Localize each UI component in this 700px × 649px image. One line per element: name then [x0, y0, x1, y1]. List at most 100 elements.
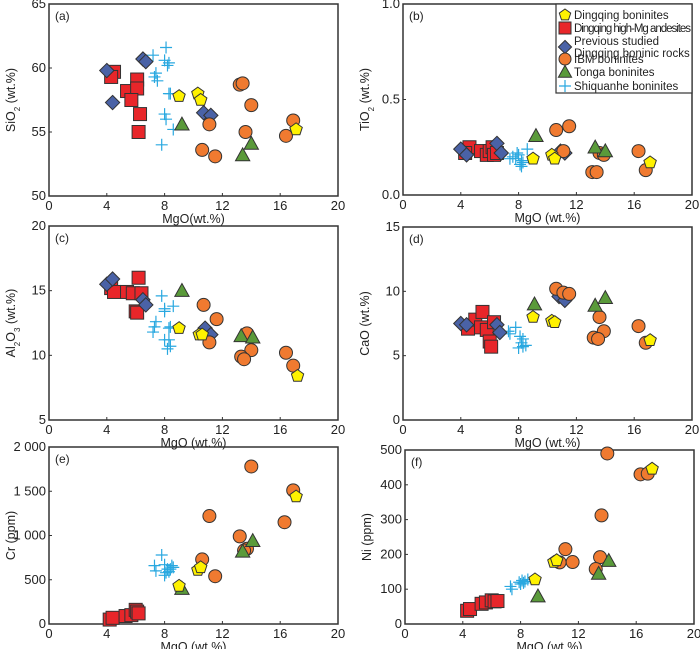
data-point-pentagon: [526, 151, 540, 165]
data-point-circle: [558, 542, 573, 557]
data-point-plus: [161, 59, 174, 72]
x-axis-label: MgO (wt.%): [161, 640, 227, 649]
data-point-plus: [155, 289, 168, 302]
data-point-plus: [158, 108, 171, 121]
x-tick-label: 16: [273, 626, 287, 641]
y-tick-label: 55: [32, 124, 46, 139]
data-point-plus: [149, 564, 162, 577]
data-point-plus: [164, 340, 177, 353]
data-point-triangle: [600, 552, 617, 567]
series-shiquanhe-boninites: [503, 143, 534, 173]
x-axis-label: MgO (wt.%): [515, 436, 581, 450]
y-axis-label: TiO2 (wt.%): [358, 68, 376, 131]
x-tick-label: 16: [627, 422, 641, 437]
y-tick-label: 15: [32, 283, 46, 298]
x-tick-label: 12: [215, 198, 229, 213]
series-dingqing-boninites: [172, 489, 303, 592]
data-point-plus: [516, 574, 529, 587]
data-point-diamond: [491, 324, 508, 341]
plot-frame: [48, 3, 339, 197]
x-tick-label: 0: [45, 626, 52, 641]
x-tick-label: 12: [569, 197, 583, 212]
x-tick-label: 12: [215, 422, 229, 437]
series-tonga-boninites: [173, 116, 260, 162]
data-point-plus: [148, 559, 161, 572]
data-point-plus: [515, 160, 528, 173]
data-point-pentagon: [643, 333, 657, 346]
series-tonga-boninites: [173, 532, 261, 595]
data-point-plus: [164, 563, 177, 576]
data-point-plus: [147, 49, 160, 62]
square-icon: [558, 21, 572, 35]
y-tick-label: 500: [24, 572, 46, 587]
data-point-square: [124, 93, 139, 107]
data-point-plus: [148, 320, 161, 333]
x-tick-label: 8: [161, 198, 168, 213]
legend-label: Previous studied: [574, 36, 659, 48]
series-dingqing-boninites: [528, 461, 659, 586]
data-point-plus: [160, 41, 173, 54]
data-point-triangle: [529, 587, 546, 603]
y-tick-label: 20: [32, 218, 46, 233]
data-point-square: [133, 107, 148, 122]
data-point-circle: [592, 310, 607, 325]
legend-label-line2: Dingqing boninic rocks: [574, 48, 690, 60]
panel-tag: (b): [409, 9, 424, 23]
data-point-circle: [549, 123, 564, 138]
legend-label: Shiquanhe boninites: [574, 81, 678, 93]
data-point-circle: [591, 331, 606, 346]
data-point-pentagon: [193, 560, 208, 574]
series-dingqing-boninites: [172, 321, 305, 382]
data-point-circle: [202, 509, 217, 524]
x-tick-label: 4: [459, 626, 466, 641]
y-tick-label: 0: [39, 616, 46, 631]
data-point-pentagon: [645, 461, 659, 475]
data-point-circle: [277, 515, 292, 530]
legend-label: Dingqing boninites: [574, 10, 669, 22]
y-tick-label: 0.5: [382, 92, 400, 107]
y-tick-label: 200: [380, 546, 402, 561]
x-tick-label: 16: [273, 198, 287, 213]
series-previous-studied-dingqing-boninic-rocks: [98, 51, 219, 124]
data-point-pentagon: [193, 92, 208, 106]
plot-frame: [48, 225, 339, 421]
y-tick-label: 5: [393, 348, 400, 363]
data-point-triangle: [526, 296, 543, 311]
x-axis-label: MgO (wt.%): [515, 211, 581, 225]
panel-tag: (a): [55, 9, 70, 23]
series-dingqing-high-mg-andesites: [102, 602, 146, 627]
series-tonga-boninites: [173, 282, 261, 344]
x-tick-label: 8: [517, 626, 524, 641]
series-dingqing-boninites: [526, 309, 657, 346]
series-ibm-boninites: [195, 459, 301, 584]
series-ibm-boninites: [552, 446, 655, 577]
y-tick-label: 10: [32, 347, 46, 362]
x-tick-label: 4: [103, 198, 110, 213]
x-axis-label: MgO (wt.%): [517, 640, 583, 649]
x-tick-label: 20: [331, 422, 345, 437]
data-point-pentagon: [195, 327, 209, 341]
y-tick-label: 1 500: [13, 483, 46, 498]
data-point-triangle: [590, 565, 607, 580]
x-tick-label: 12: [215, 626, 229, 641]
data-point-triangle: [233, 327, 250, 343]
data-point-plus: [509, 152, 522, 165]
data-point-triangle: [244, 329, 261, 344]
x-tick-label: 8: [515, 197, 522, 212]
y-tick-label: 0.0: [382, 187, 400, 202]
data-point-circle: [631, 319, 646, 334]
data-point-pentagon: [549, 553, 564, 567]
data-point-plus: [162, 56, 175, 69]
data-point-diamond: [104, 94, 121, 111]
data-point-diamond: [458, 316, 475, 333]
data-point-triangle: [173, 116, 190, 131]
data-point-triangle: [234, 146, 251, 162]
panel-tag: (d): [409, 232, 424, 246]
x-tick-label: 4: [457, 197, 464, 212]
series-ibm-boninites: [549, 281, 653, 350]
data-point-circle: [244, 343, 259, 358]
y-tick-label: 0: [393, 412, 400, 427]
